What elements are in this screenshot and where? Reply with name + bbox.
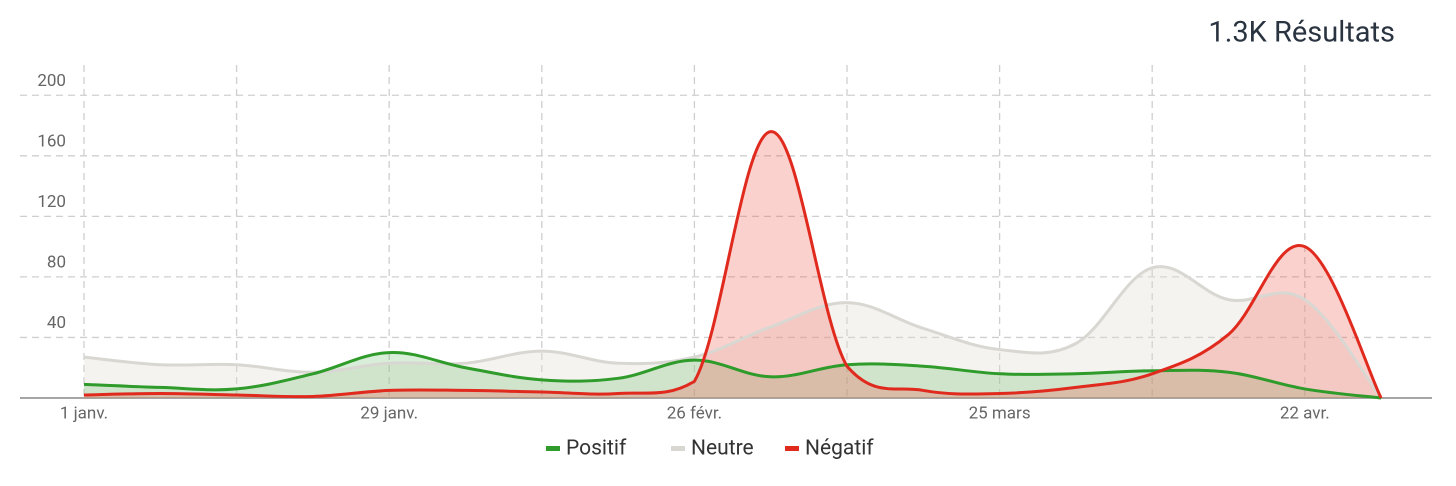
legend-label: Neutre xyxy=(691,437,754,461)
legend-swatch xyxy=(671,446,685,451)
y-tick-label: 80 xyxy=(47,252,66,272)
legend-swatch xyxy=(785,446,799,451)
legend-swatch xyxy=(546,446,560,451)
results-count: 1.3K Résultats xyxy=(1208,16,1395,50)
series-area xyxy=(84,266,1382,398)
series-area xyxy=(84,131,1382,398)
legend-label: Négatif xyxy=(805,437,874,461)
x-tick-label: 1 janv. xyxy=(60,403,108,423)
x-tick-label: 29 janv. xyxy=(360,403,418,423)
y-tick-label: 40 xyxy=(47,313,66,333)
y-tick-label: 200 xyxy=(37,71,66,91)
x-tick-label: 26 févr. xyxy=(667,403,722,423)
x-tick-label: 25 mars xyxy=(969,403,1031,423)
series-line xyxy=(83,130,1383,399)
y-tick-label: 160 xyxy=(37,131,66,151)
legend-label: Positif xyxy=(566,437,627,461)
y-tick-label: 120 xyxy=(37,192,66,212)
x-tick-label: 22 avr. xyxy=(1280,403,1330,423)
